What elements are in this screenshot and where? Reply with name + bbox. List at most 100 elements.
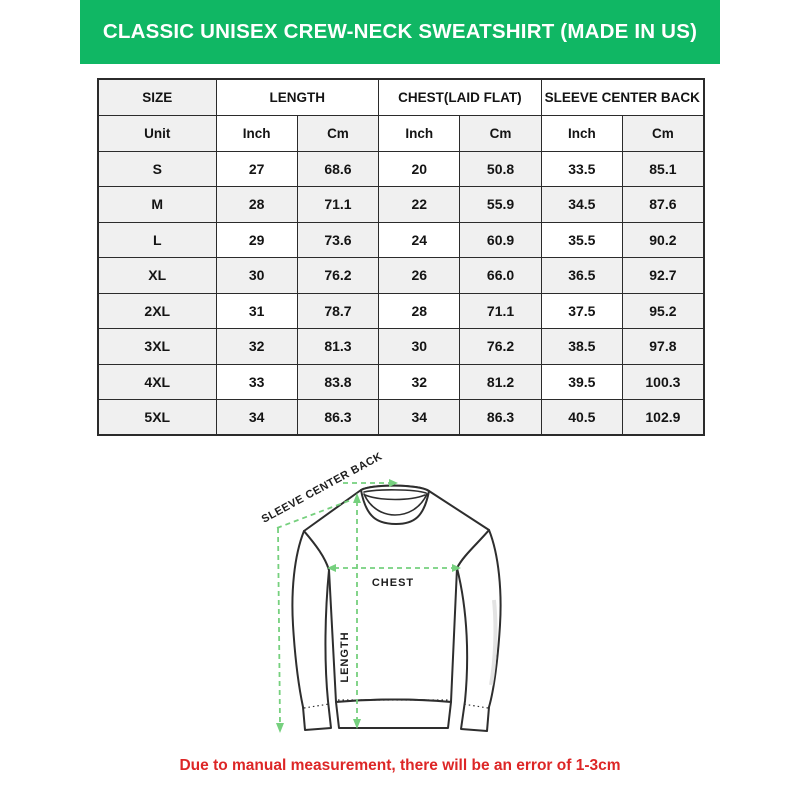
value-cell: 76.2	[296, 257, 380, 294]
sweatshirt-measurement-diagram: SLEEVE CENTER BACK CHEST LENGTH	[250, 450, 550, 760]
unit-cell: Inch	[540, 114, 624, 152]
collar-ribbing	[363, 489, 428, 516]
table-row: 5XL 34 86.3 34 86.3 40.5 102.9	[97, 399, 705, 436]
unit-cell: Cm	[459, 114, 542, 152]
value-cell: 32	[378, 363, 461, 400]
value-cell: 83.8	[296, 363, 380, 400]
page-title: CLASSIC UNISEX CREW-NECK SWEATSHIRT (MAD…	[80, 0, 720, 64]
sweatshirt-outline	[291, 484, 502, 732]
value-cell: 87.6	[621, 186, 705, 223]
value-cell: 100.3	[621, 363, 705, 400]
waistband	[335, 698, 452, 729]
table-row: L 29 73.6 24 60.9 35.5 90.2	[97, 221, 705, 258]
value-cell: 24	[378, 221, 461, 258]
table-row: M 28 71.1 22 55.9 34.5 87.6	[97, 186, 705, 223]
value-cell: 81.3	[296, 328, 380, 365]
value-cell: 86.3	[296, 399, 380, 436]
value-cell: 35.5	[540, 221, 624, 258]
value-cell: 32	[215, 328, 298, 365]
value-cell: 34	[378, 399, 461, 436]
table-row: 3XL 32 81.3 30 76.2 38.5 97.8	[97, 328, 705, 365]
arrow-left-icon	[327, 564, 336, 572]
measurement-arrowheads	[276, 479, 461, 733]
size-cell: M	[97, 186, 217, 223]
value-cell: 76.2	[459, 328, 542, 365]
value-cell: 34.5	[540, 186, 624, 223]
table-row: 2XL 31 78.7 28 71.1 37.5 95.2	[97, 292, 705, 329]
table-row: S 27 68.6 20 50.8 33.5 85.1	[97, 150, 705, 187]
size-cell: 5XL	[97, 399, 217, 436]
value-cell: 20	[378, 150, 461, 187]
value-cell: 36.5	[540, 257, 624, 294]
arrow-down-icon	[276, 723, 284, 733]
table-row: XL 30 76.2 26 66.0 36.5 92.7	[97, 257, 705, 294]
col-header-size: SIZE	[97, 78, 217, 116]
arrow-right-icon	[389, 479, 398, 487]
value-cell: 38.5	[540, 328, 624, 365]
size-cell: S	[97, 150, 217, 187]
table-row: 4XL 33 83.8 32 81.2 39.5 100.3	[97, 363, 705, 400]
value-cell: 28	[215, 186, 298, 223]
sweatshirt-diagram-svg: SLEEVE CENTER BACK CHEST LENGTH	[260, 450, 502, 733]
measurement-lines	[276, 482, 454, 725]
size-cell: 2XL	[97, 292, 217, 329]
col-header-chest: CHEST(LAID FLAT)	[378, 78, 542, 116]
sleeve-shading	[489, 599, 498, 686]
value-cell: 40.5	[540, 399, 624, 436]
value-cell: 90.2	[621, 221, 705, 258]
value-cell: 55.9	[459, 186, 542, 223]
value-cell: 33	[215, 363, 298, 400]
size-cell: 3XL	[97, 328, 217, 365]
col-header-sleeve: SLEEVE CENTER BACK	[540, 78, 705, 116]
value-cell: 30	[378, 328, 461, 365]
value-cell: 34	[215, 399, 298, 436]
size-cell: 4XL	[97, 363, 217, 400]
unit-cell: Inch	[378, 114, 461, 152]
arrow-up-icon	[353, 493, 361, 503]
page-title-text: CLASSIC UNISEX CREW-NECK SWEATSHIRT (MAD…	[102, 20, 698, 43]
value-cell: 71.1	[296, 186, 380, 223]
arrow-down-icon	[353, 719, 361, 729]
arrow-right-icon	[452, 564, 461, 572]
value-cell: 102.9	[621, 399, 705, 436]
value-cell: 27	[215, 150, 298, 187]
unit-cell: Cm	[621, 114, 705, 152]
value-cell: 50.8	[459, 150, 542, 187]
unit-label: Unit	[97, 114, 217, 152]
value-cell: 78.7	[296, 292, 380, 329]
value-cell: 30	[215, 257, 298, 294]
unit-cell: Cm	[296, 114, 380, 152]
sleeve-vertical-dash	[277, 527, 281, 725]
sleeve-diagonal-dash	[276, 499, 352, 529]
value-cell: 95.2	[621, 292, 705, 329]
value-cell: 73.6	[296, 221, 380, 258]
disclaimer-text: Due to manual measurement, there will be…	[179, 757, 621, 774]
value-cell: 92.7	[621, 257, 705, 294]
size-cell: XL	[97, 257, 217, 294]
unit-row: Unit Inch Cm Inch Cm Inch Cm	[97, 114, 705, 152]
value-cell: 29	[215, 221, 298, 258]
value-cell: 39.5	[540, 363, 624, 400]
value-cell: 71.1	[459, 292, 542, 329]
length-label: LENGTH	[339, 631, 351, 682]
value-cell: 31	[215, 292, 298, 329]
chest-label: CHEST	[372, 577, 414, 589]
size-table-body: S 27 68.6 20 50.8 33.5 85.1 M 28 71.1 22 55.9 34.5 87…	[97, 150, 705, 436]
value-cell: 28	[378, 292, 461, 329]
value-cell: 68.6	[296, 150, 380, 187]
value-cell: 60.9	[459, 221, 542, 258]
size-table-head: SIZE LENGTH CHEST(LAID FLAT) SLEEVE CENT…	[97, 78, 705, 152]
value-cell: 81.2	[459, 363, 542, 400]
value-cell: 86.3	[459, 399, 542, 436]
column-group-row: SIZE LENGTH CHEST(LAID FLAT) SLEEVE CENT…	[97, 78, 705, 116]
size-cell: L	[97, 221, 217, 258]
value-cell: 66.0	[459, 257, 542, 294]
measurement-disclaimer: Due to manual measurement, there will be…	[0, 757, 800, 775]
unit-cell: Inch	[215, 114, 298, 152]
value-cell: 26	[378, 257, 461, 294]
size-chart-table: SIZE LENGTH CHEST(LAID FLAT) SLEEVE CENT…	[97, 78, 705, 436]
value-cell: 85.1	[621, 150, 705, 187]
value-cell: 97.8	[621, 328, 705, 365]
col-header-length: LENGTH	[215, 78, 380, 116]
